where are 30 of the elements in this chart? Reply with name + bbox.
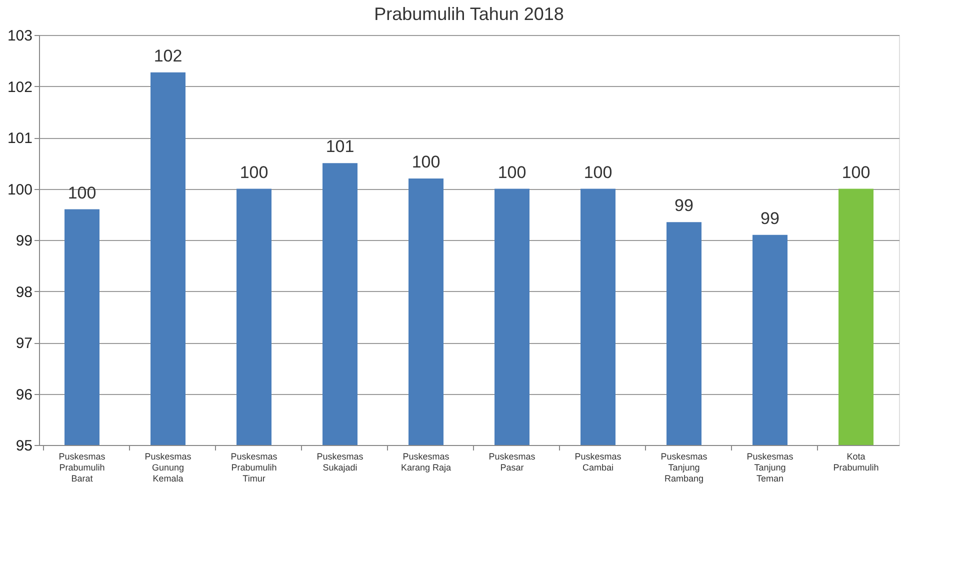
x-tick-label: Puskesmas Prabumulih Timur: [230, 452, 278, 484]
data-label: 100: [240, 162, 268, 182]
y-tick-label: 95: [16, 438, 32, 454]
y-tick-label: 98: [16, 284, 32, 301]
x-tick-label: Puskesmas Tanjung Teman: [746, 452, 794, 484]
x-tick-label: Puskesmas Prabumulih Barat: [58, 452, 106, 484]
x-tick-label: Puskesmas Pasar: [488, 452, 536, 472]
x-tick-label: Puskesmas Cambai: [574, 452, 622, 472]
data-label: 102: [154, 46, 182, 66]
data-label: 100: [68, 183, 96, 202]
y-tick-label: 99: [16, 232, 32, 250]
data-label: 100: [412, 152, 440, 172]
x-tick-label: Puskesmas Tanjung Rambang: [660, 452, 708, 484]
data-label: 99: [760, 208, 780, 228]
y-tick-label: 103: [7, 28, 32, 44]
chart-title: Prabumulih Tahun 2018: [374, 4, 564, 24]
y-tick-label: 102: [7, 78, 32, 96]
data-label: 100: [584, 162, 612, 182]
y-tick-label: 96: [16, 386, 32, 404]
y-tick-label: 97: [16, 335, 32, 352]
y-tick-label: 101: [7, 130, 32, 147]
x-tick-label: Puskesmas Gunung Kemala: [144, 452, 192, 484]
x-tick-label: Puskesmas Karang Raja: [400, 452, 452, 472]
data-label: 100: [842, 162, 870, 182]
data-label: 101: [326, 137, 354, 156]
x-tick-label: Puskesmas Sukajadi: [316, 452, 364, 472]
data-label: 99: [674, 196, 694, 216]
x-tick-label: Kota Prabumulih: [833, 452, 879, 472]
data-label: 100: [498, 162, 526, 182]
y-tick-label: 100: [7, 181, 32, 198]
